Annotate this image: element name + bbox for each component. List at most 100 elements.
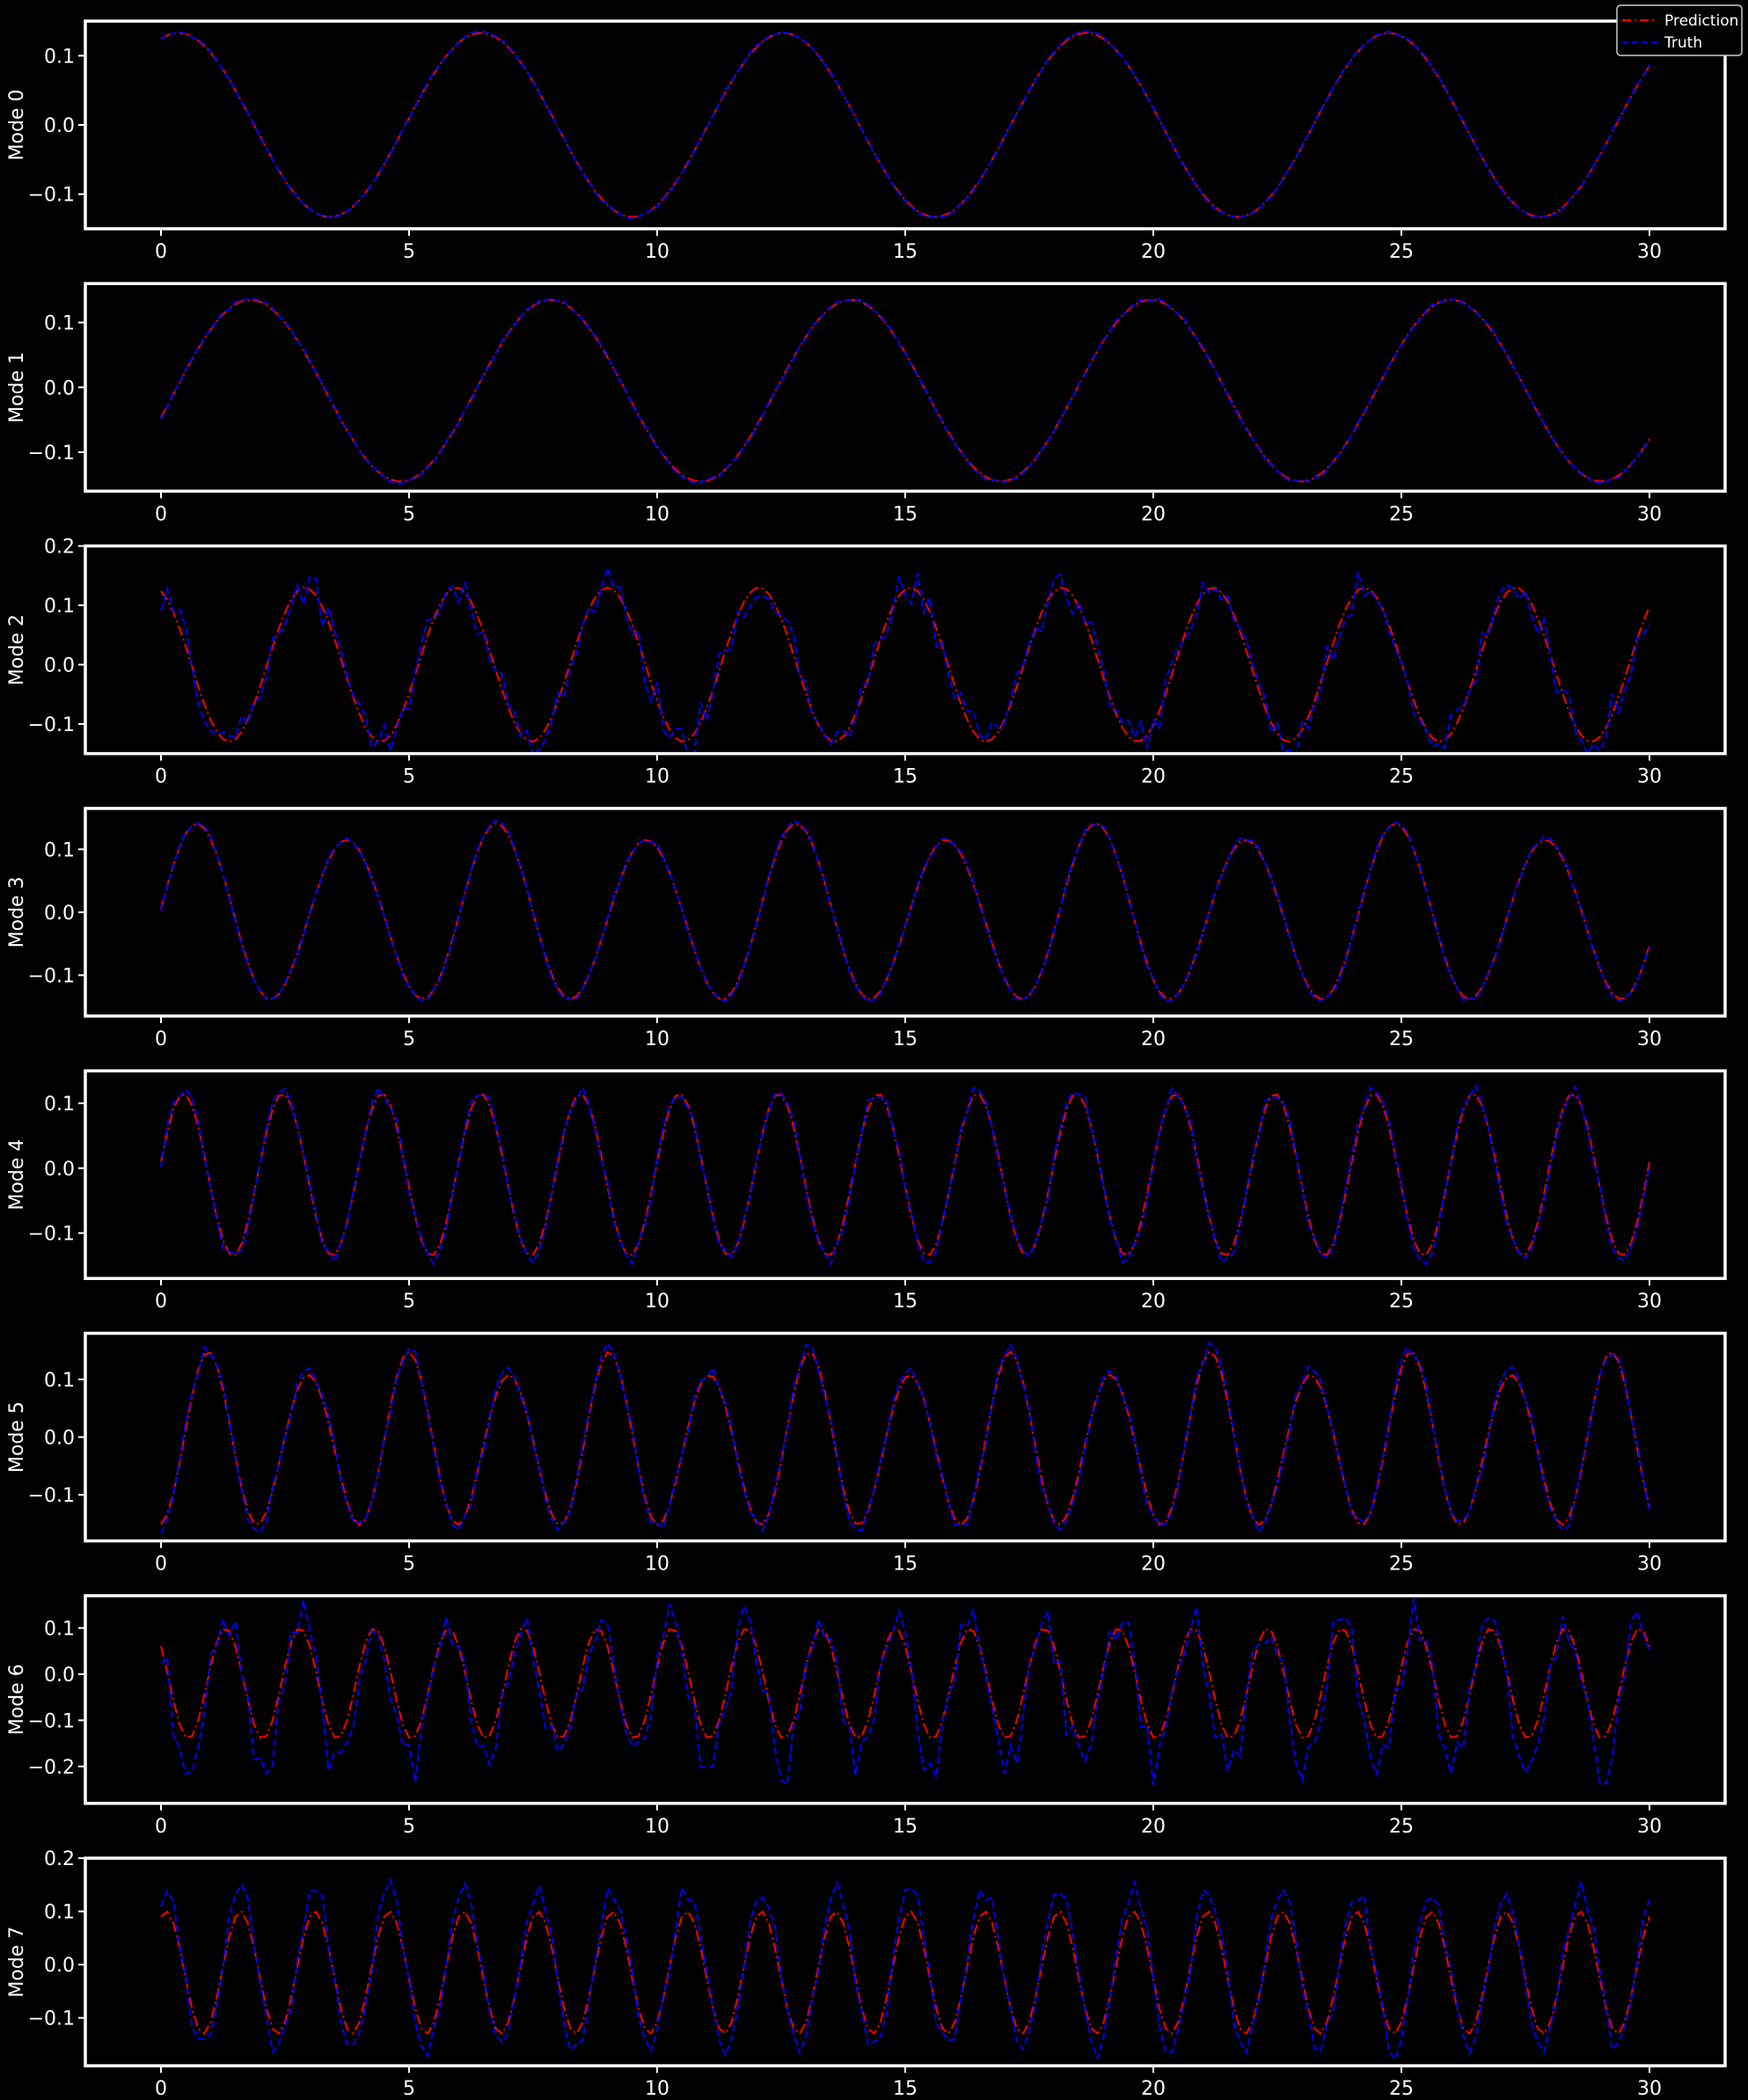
prediction-line-mode-0	[160, 32, 1650, 218]
y-tick-label: −0.1	[28, 714, 75, 736]
x-tick-label: 10	[645, 766, 669, 788]
prediction-line-mode-6	[160, 1628, 1650, 1739]
prediction-line-mode-5	[160, 1350, 1650, 1526]
y-axis-label-mode-6: Mode 6	[6, 1664, 28, 1735]
truth-line-mode-0	[160, 30, 1650, 219]
x-tick-label: 30	[1637, 241, 1662, 263]
y-tick-label: 0.1	[44, 1370, 75, 1392]
x-tick-label: 20	[1141, 1816, 1166, 1838]
x-tick-label: 10	[645, 1291, 669, 1313]
x-tick-label: 20	[1141, 2078, 1166, 2100]
y-tick-label: 0.1	[44, 1619, 75, 1641]
x-tick-label: 5	[403, 241, 415, 263]
y-tick-label: 0.1	[44, 46, 75, 68]
y-tick-label: 0.0	[44, 377, 75, 399]
y-tick-label: −0.1	[28, 965, 75, 987]
y-tick-label: 0.0	[44, 1159, 75, 1181]
x-tick-label: 10	[645, 2078, 669, 2100]
y-axis-label-mode-2: Mode 2	[6, 614, 28, 685]
y-tick-label: 0.0	[44, 1665, 75, 1687]
y-tick-label: 0.0	[44, 655, 75, 677]
y-axis-label-mode-5: Mode 5	[6, 1401, 28, 1473]
x-tick-label: 25	[1389, 766, 1414, 788]
y-tick-label: −0.2	[28, 1757, 75, 1779]
panel-mode-1: 0 5 10 15 20 25 30 −0.1 0.0 0.1 Mode 1	[6, 282, 1727, 525]
x-tick-label: 30	[1637, 1816, 1662, 1838]
legend-prediction-label: Prediction	[1664, 12, 1738, 30]
x-tick-label: 5	[403, 1554, 415, 1576]
x-tick-label: 25	[1389, 2078, 1414, 2100]
y-tick-label: −0.1	[28, 2009, 75, 2030]
legend: Prediction Truth	[1616, 4, 1743, 56]
x-tick-label: 20	[1141, 1028, 1166, 1050]
x-tick-label: 15	[893, 503, 918, 525]
x-tick-label: 0	[155, 2078, 167, 2100]
x-tick-label: 25	[1389, 503, 1414, 525]
y-tick-label: 0.1	[44, 596, 75, 618]
y-tick-label: 0.1	[44, 1902, 75, 1924]
y-tick-label: 0.0	[44, 903, 75, 925]
x-tick-label: 30	[1637, 1554, 1662, 1576]
y-axis-label-mode-3: Mode 3	[6, 876, 28, 948]
y-tick-label: 0.1	[44, 313, 75, 335]
x-tick-label: 15	[893, 1554, 918, 1576]
x-tick-label: 0	[155, 1554, 167, 1576]
x-tick-label: 10	[645, 241, 669, 263]
x-tick-label: 25	[1389, 1554, 1414, 1576]
panel-mode-3: 0 5 10 15 20 25 30 −0.1 0.0 0.1 Mode 3	[6, 807, 1727, 1050]
y-tick-label: 0.0	[44, 1955, 75, 1977]
x-tick-label: 30	[1637, 2078, 1662, 2100]
truth-line-mode-7	[160, 1877, 1650, 2062]
legend-truth-label: Truth	[1664, 34, 1702, 52]
truth-line-mode-2	[160, 565, 1650, 754]
x-tick-label: 10	[645, 1028, 669, 1050]
x-tick-label: 20	[1141, 1291, 1166, 1313]
truth-line-mode-3	[160, 818, 1650, 1003]
y-axis-label-mode-0: Mode 0	[6, 90, 28, 161]
y-axis-label-mode-7: Mode 7	[6, 1927, 28, 1998]
truth-line-mode-4	[160, 1083, 1650, 1267]
x-tick-label: 15	[893, 1291, 918, 1313]
x-tick-label: 0	[155, 241, 167, 263]
x-tick-label: 5	[403, 503, 415, 525]
y-tick-label: 0.2	[44, 1848, 75, 1870]
x-tick-label: 5	[403, 766, 415, 788]
x-tick-label: 20	[1141, 503, 1166, 525]
truth-line-mode-5	[160, 1341, 1650, 1534]
x-tick-label: 5	[403, 1816, 415, 1838]
x-tick-label: 25	[1389, 1028, 1414, 1050]
x-tick-label: 10	[645, 1554, 669, 1576]
y-tick-label: −0.1	[28, 443, 75, 465]
x-tick-label: 15	[893, 1816, 918, 1838]
x-tick-label: 0	[155, 1816, 167, 1838]
x-tick-label: 30	[1637, 1291, 1662, 1313]
x-tick-label: 20	[1141, 766, 1166, 788]
prediction-line-mode-7	[160, 1910, 1650, 2035]
x-tick-label: 15	[893, 766, 918, 788]
panels-group: 0 5 10 15 20 25 30 −0.1 0.0 0.1 Mode 0 0 5 10 15 20 25 30…	[6, 19, 1727, 2100]
y-tick-label: −0.1	[28, 185, 75, 207]
x-tick-label: 0	[155, 1291, 167, 1313]
x-tick-label: 25	[1389, 1816, 1414, 1838]
x-tick-label: 15	[893, 2078, 918, 2100]
y-tick-label: 0.0	[44, 115, 75, 137]
legend-frame	[1616, 4, 1743, 56]
x-tick-label: 0	[155, 766, 167, 788]
x-tick-label: 5	[403, 1028, 415, 1050]
panel-mode-4: 0 5 10 15 20 25 30 −0.1 0.0 0.1 Mode 4	[6, 1069, 1727, 1313]
y-tick-label: 0.1	[44, 839, 75, 861]
x-tick-label: 15	[893, 1028, 918, 1050]
x-tick-label: 25	[1389, 1291, 1414, 1313]
truth-line-mode-1	[160, 296, 1650, 485]
y-tick-label: −0.1	[28, 1485, 75, 1507]
x-tick-label: 0	[155, 503, 167, 525]
panel-mode-7: 0 5 10 15 20 25 30 −0.1 0.0 0.1 0.2 Mode 7	[6, 1848, 1727, 2100]
x-tick-label: 10	[645, 503, 669, 525]
x-tick-label: 10	[645, 1816, 669, 1838]
x-tick-label: 20	[1141, 241, 1166, 263]
y-tick-label: 0.0	[44, 1428, 75, 1450]
panel-mode-6: 0 5 10 15 20 25 30 −0.2 −0.1 0.0 0.1 Mode 6	[6, 1594, 1727, 1838]
panel-mode-2: 0 5 10 15 20 25 30 −0.1 0.0 0.1 0.2 Mode 2	[6, 537, 1727, 788]
